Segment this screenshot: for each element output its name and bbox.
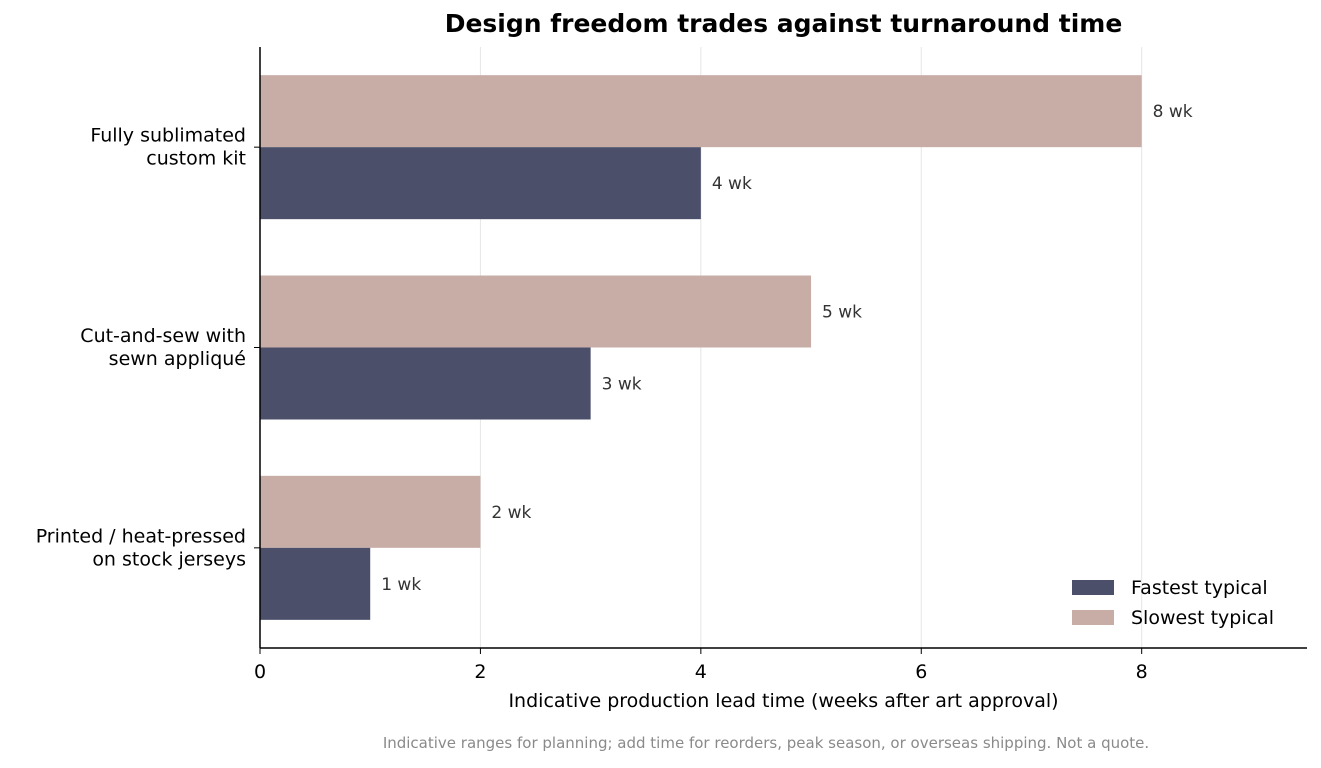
category-label: Printed / heat-pressed (36, 525, 246, 547)
category-label: on stock jerseys (92, 548, 246, 570)
x-tick-label: 4 (695, 661, 707, 683)
bar-fastest (260, 547, 371, 620)
category-label: sewn appliqué (109, 348, 246, 370)
legend-swatch (1072, 610, 1114, 625)
data-label: 8 wk (1153, 102, 1193, 122)
legend-swatch (1072, 580, 1114, 595)
data-label: 5 wk (822, 303, 862, 323)
x-axis-label: Indicative production lead time (weeks a… (508, 690, 1058, 712)
bar-slowest (260, 75, 1142, 148)
legend-label: Slowest typical (1131, 607, 1274, 629)
bar-fastest (260, 147, 701, 220)
data-label: 3 wk (602, 375, 642, 395)
data-label: 4 wk (712, 174, 752, 194)
bar-slowest (260, 275, 812, 348)
chart-title: Design freedom trades against turnaround… (444, 9, 1123, 38)
legend-label: Fastest typical (1131, 577, 1268, 599)
x-tick-label: 8 (1136, 661, 1148, 683)
bar-slowest (260, 475, 481, 548)
data-label: 2 wk (491, 503, 531, 523)
footnote: Indicative ranges for planning; add time… (382, 734, 1150, 752)
category-label: Fully sublimated (90, 125, 246, 147)
data-label: 1 wk (381, 575, 421, 595)
x-tick-label: 0 (254, 661, 266, 683)
bar-fastest (260, 347, 591, 420)
category-label: custom kit (146, 148, 246, 170)
x-tick-label: 6 (915, 661, 927, 683)
x-tick-label: 2 (474, 661, 486, 683)
category-label: Cut-and-sew with (80, 325, 246, 347)
